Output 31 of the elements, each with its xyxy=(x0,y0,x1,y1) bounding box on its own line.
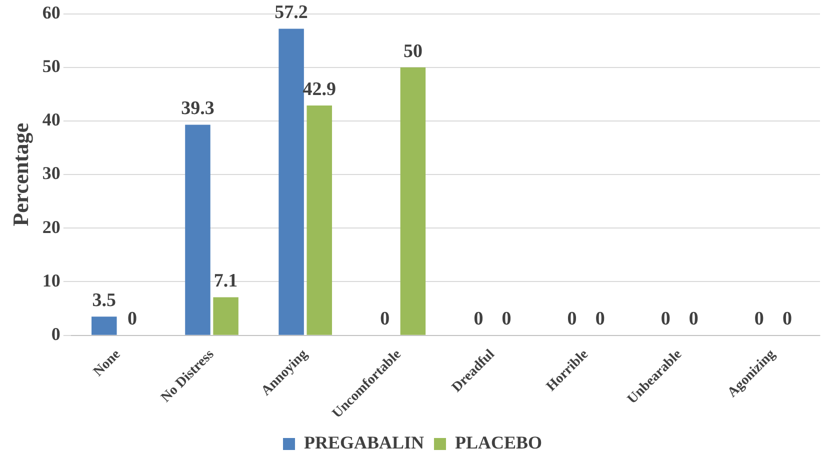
data-label: 0 xyxy=(595,308,605,330)
data-label: 0 xyxy=(754,308,764,330)
data-label: 0 xyxy=(127,308,137,330)
bar xyxy=(306,105,332,335)
bar xyxy=(400,67,426,335)
data-label: 0 xyxy=(660,308,670,330)
data-label: 7.1 xyxy=(214,270,238,292)
y-tick-label: 20 xyxy=(42,216,60,237)
data-label: 0 xyxy=(782,308,792,330)
y-tick-label: 40 xyxy=(42,110,60,130)
y-axis-title: Percentage xyxy=(8,122,33,226)
y-tick-label: 60 xyxy=(42,2,60,22)
y-tick-label: 50 xyxy=(42,56,60,76)
bar xyxy=(278,28,304,335)
data-label: 57.2 xyxy=(274,2,308,24)
data-label: 0 xyxy=(380,308,390,330)
y-tick-label: 10 xyxy=(42,270,60,290)
bar xyxy=(213,297,238,335)
legend-label: PREGABALIN xyxy=(304,432,424,453)
legend-label: PLACEBO xyxy=(455,432,542,453)
data-label: 50 xyxy=(403,40,422,62)
data-label: 0 xyxy=(474,308,484,330)
bar xyxy=(92,316,117,335)
y-tick-label: 0 xyxy=(51,324,60,344)
data-label: 3.5 xyxy=(92,290,116,311)
data-label: 39.3 xyxy=(181,98,214,120)
bar xyxy=(185,124,210,335)
y-tick-label: 30 xyxy=(42,163,60,184)
data-label: 0 xyxy=(567,308,577,330)
data-label: 0 xyxy=(502,308,512,330)
data-label: 0 xyxy=(688,308,698,330)
